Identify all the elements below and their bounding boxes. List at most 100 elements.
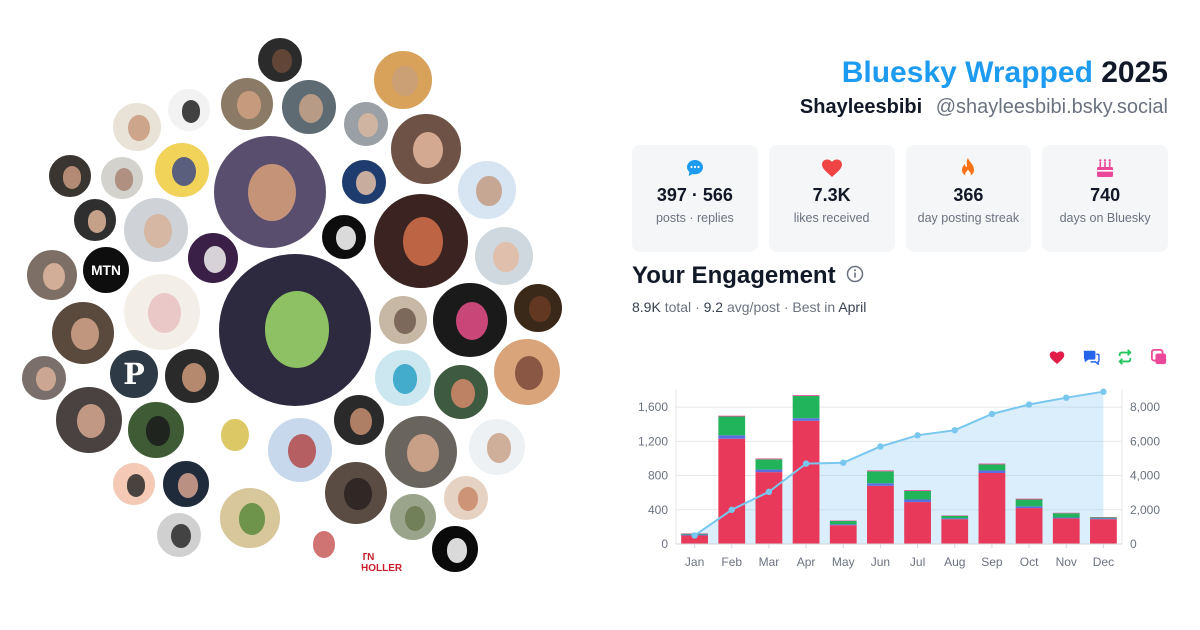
avatar-face — [172, 156, 196, 186]
avatar[interactable] — [372, 192, 470, 290]
heart-icon — [769, 157, 895, 179]
display-name[interactable]: Shayleesbibi — [799, 96, 923, 118]
avatar[interactable] — [295, 516, 349, 570]
avatar[interactable] — [54, 385, 124, 455]
engagement-chart: 0 400 800 1,200 1,600 0 2,000 4,000 6,000 8,000 Ja… — [638, 388, 1160, 569]
avatar[interactable] — [430, 524, 480, 574]
avatar[interactable] — [432, 363, 490, 421]
user-line: Shayleesbibi @shayleesbibi.bsky.social — [800, 96, 1168, 119]
avatar[interactable] — [163, 347, 221, 405]
avatar-face — [349, 407, 373, 435]
avatar-face — [147, 293, 181, 333]
heart-icon[interactable] — [1048, 348, 1066, 366]
avatar[interactable] — [492, 337, 562, 407]
avatar[interactable] — [99, 155, 145, 201]
avatar[interactable] — [218, 486, 282, 550]
avatar-face — [42, 262, 66, 290]
avatar[interactable] — [72, 197, 118, 243]
avatar-face — [404, 505, 426, 531]
avatar[interactable] — [456, 159, 518, 221]
avatar-face — [272, 49, 292, 74]
bar-segment — [829, 520, 857, 525]
avatar[interactable] — [212, 134, 328, 250]
avatar[interactable] — [389, 112, 463, 186]
avatar[interactable] — [342, 100, 390, 148]
cumulative-point — [951, 427, 958, 434]
avatar[interactable] — [155, 511, 203, 559]
engagement-total: 8.9K — [632, 299, 661, 315]
avatar[interactable] — [50, 300, 116, 366]
bar-segment — [867, 471, 894, 484]
avatar[interactable] — [467, 417, 527, 477]
avatar[interactable] — [442, 474, 490, 522]
stat-label-likes: likes received — [793, 211, 870, 225]
avatar[interactable] — [47, 153, 93, 199]
bar-segment — [867, 470, 894, 472]
avatar-face — [248, 163, 296, 222]
avatar[interactable]: TN HOLLER — [359, 539, 407, 587]
avatar[interactable] — [217, 252, 373, 408]
avatar[interactable] — [332, 393, 386, 447]
info-icon[interactable] — [846, 262, 864, 290]
stat-value-streak: 366 — [953, 185, 984, 205]
avatar[interactable] — [512, 282, 564, 334]
bar-segment — [829, 525, 857, 544]
avatar[interactable] — [372, 49, 434, 111]
avatar[interactable] — [383, 414, 459, 490]
avatar[interactable] — [280, 78, 338, 136]
avatar[interactable]: MTN — [81, 245, 131, 295]
avatar[interactable] — [161, 459, 211, 509]
avatar[interactable]: P — [108, 348, 160, 400]
avatar[interactable] — [320, 213, 368, 261]
avatar-face — [358, 113, 378, 138]
x-tick-label: Sep — [981, 555, 1003, 569]
avatar[interactable] — [186, 231, 240, 285]
avatar-face — [455, 301, 489, 341]
avatar-face — [394, 308, 416, 335]
avatar[interactable] — [111, 461, 157, 507]
bar-segment — [792, 420, 820, 544]
avatar[interactable] — [153, 141, 211, 199]
avatar[interactable] — [122, 196, 190, 264]
bar-segment — [978, 470, 1006, 473]
avatar[interactable] — [20, 354, 68, 402]
avatar[interactable] — [166, 87, 212, 133]
bar-segment — [941, 519, 969, 544]
avatar-label: TN HOLLER — [361, 552, 403, 574]
avatar[interactable] — [340, 158, 388, 206]
stat-card-likes: 7.3K likes received — [768, 145, 895, 252]
avatar-face — [76, 403, 106, 439]
avatar[interactable] — [323, 460, 389, 526]
avatar[interactable] — [431, 281, 509, 359]
quote-icon[interactable] — [1150, 348, 1168, 366]
bar-segment — [867, 485, 894, 544]
avatar-face — [458, 487, 478, 512]
reply-icon[interactable] — [1082, 348, 1100, 366]
bar-segment — [755, 459, 783, 470]
avatar[interactable] — [388, 492, 438, 542]
cumulative-point — [1063, 394, 1070, 401]
avatar-face — [446, 537, 468, 563]
avatar[interactable] — [122, 272, 202, 352]
avatar[interactable] — [256, 36, 304, 84]
avatar[interactable] — [111, 101, 163, 153]
avatar[interactable] — [126, 400, 186, 460]
avatar[interactable] — [25, 248, 79, 302]
bar-segment — [718, 435, 746, 439]
avatar[interactable] — [219, 76, 275, 132]
avatar[interactable] — [373, 348, 433, 408]
chart-legend — [1048, 348, 1168, 366]
avatar[interactable] — [473, 225, 535, 287]
engagement-total-label: total — [664, 299, 692, 315]
avatar-face — [407, 434, 439, 472]
cumulative-line — [694, 390, 1104, 537]
avatar[interactable] — [266, 416, 334, 484]
avatar[interactable] — [377, 294, 429, 346]
avatar-face — [87, 209, 107, 233]
x-tick-label: Jun — [871, 555, 890, 569]
avatar-face — [514, 355, 544, 391]
repost-icon[interactable] — [1116, 348, 1134, 366]
avatar-face — [143, 214, 173, 248]
user-handle[interactable]: @shayleesbibi.bsky.social — [935, 96, 1168, 118]
avatar[interactable] — [200, 401, 266, 467]
